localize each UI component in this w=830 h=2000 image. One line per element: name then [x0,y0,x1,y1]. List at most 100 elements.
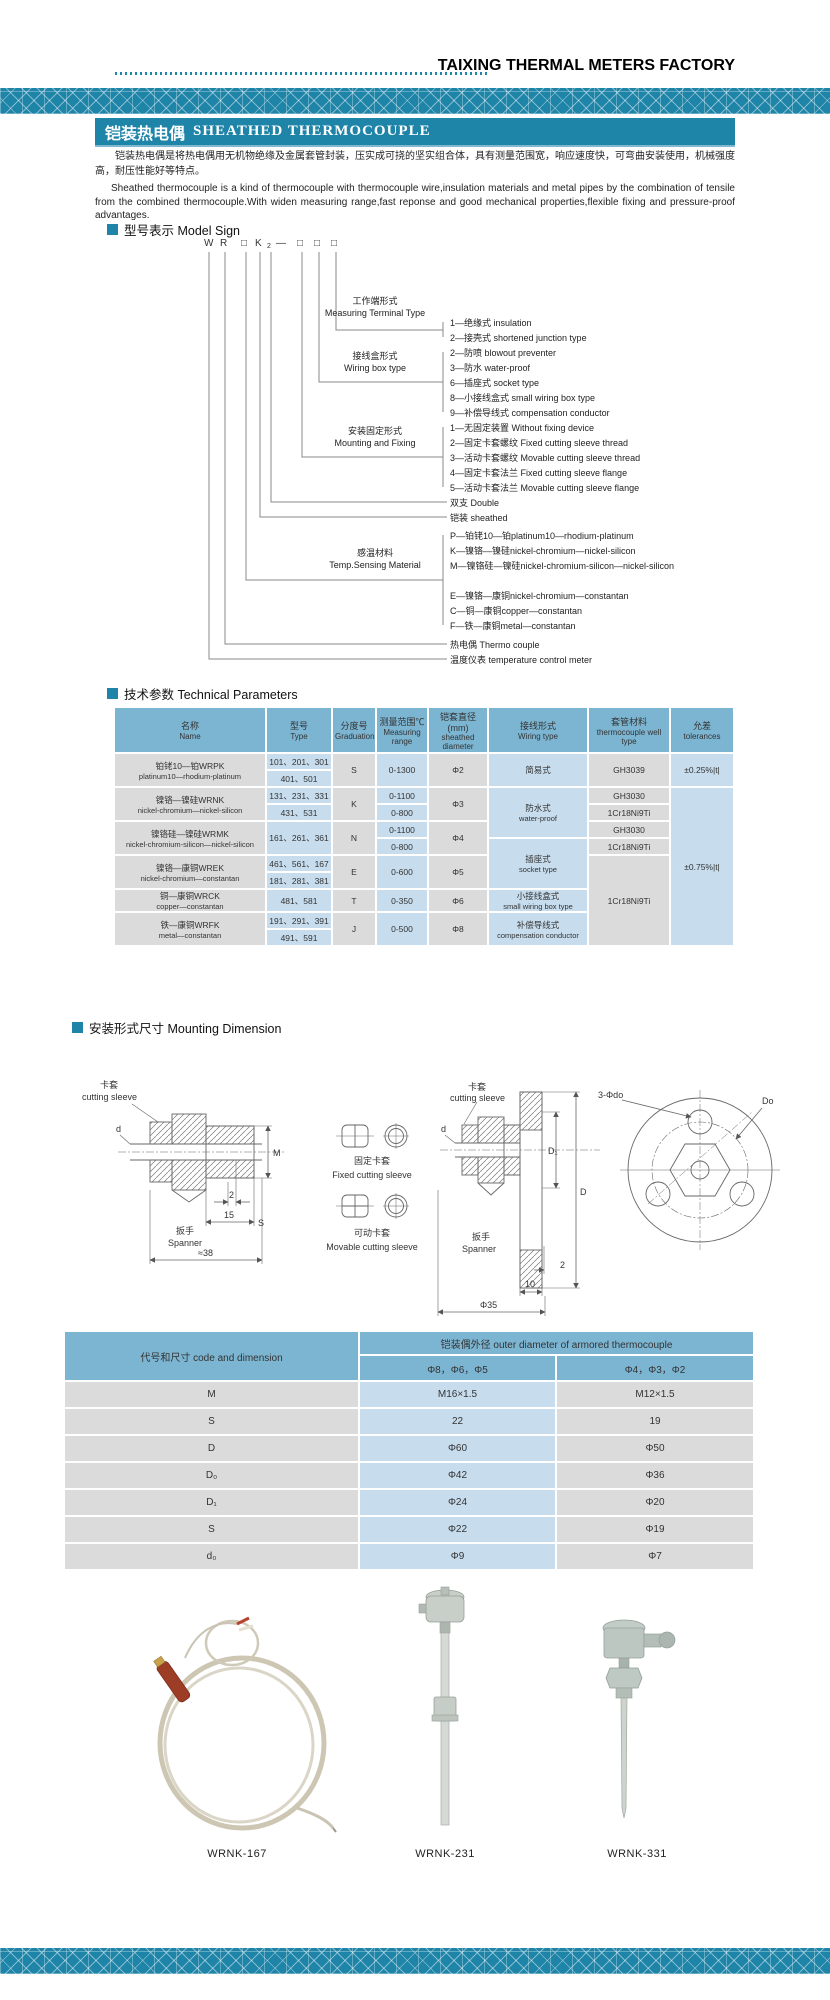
label-cutting-sleeve-zh: 卡套 [100,1079,118,1090]
code-char-sub2: 2 [267,243,271,250]
model-option: 双支 Double [450,498,500,508]
section-heading-text: 型号表示 Model Sign [124,224,241,238]
product-label: WRNK-231 [415,1848,475,1860]
group-title-mounting: 安装固定形式 Mounting and Fixing [334,426,416,448]
table-row: 181、281、381 [115,873,733,888]
model-option: K—镍铬—镍硅nickel-chromium—nickel-silicon [450,546,636,556]
model-option: F—铁—康铜metal—constantan [450,621,576,631]
model-option: E—镍铬—康铜nickel-chromium—constantan [450,591,629,601]
top-lattice-band [0,88,830,114]
table-row: D₁ Φ24 Φ20 [65,1490,754,1515]
model-option: 1—绝缘式 insulation [450,318,532,328]
code-char-k: K [255,238,262,249]
label-spanner-zh: 扳手 [176,1225,194,1236]
technical-parameters-table: 名称 Name 型号 Type 分度号 Graduation 测量范围℃ Measuri… [113,706,735,947]
table-row: D₀ Φ42 Φ36 [65,1463,754,1488]
code-char-dash: — [276,238,286,249]
dim-D1: D₁ [548,1146,558,1156]
label-spanner-en: Spanner [462,1244,496,1254]
dim-phi35: Φ35 [480,1300,497,1310]
section-heading-mounting: 安装形式尺寸 Mounting Dimension [72,1018,281,1037]
model-sign-diagram: W R □ K 2 — □ □ □ 工作端形式 Measuring Termin… [0,238,830,674]
section-bullet-icon [72,1022,83,1033]
section-heading-tech-params: 技术参数 Technical Parameters [107,684,298,703]
section-heading-text: 安装形式尺寸 Mounting Dimension [89,1022,282,1036]
drawing-sleeve-icons [336,1123,409,1219]
page-title: 铠装热电偶 SHEATHED THERMOCOUPLE [95,118,735,147]
model-option: 5—活动卡套法兰 Movable cutting sleeve flange [450,483,640,493]
section-bullet-icon [107,688,118,699]
intro-block: 铠装热电偶是将热电偶用无机物绝缘及金属套管封装，压实成可挠的坚实组合体，具有测量… [95,149,735,223]
product-photo-wrnk-331 [602,1619,676,1819]
table-row: 镍铬—镍硅WRNK nickel-chromium—nickel-silicon … [115,788,733,945]
table-header-row: Φ8，Φ6，Φ5 Φ4，Φ3，Φ2 [65,1356,754,1380]
model-sign-connector-lines [208,252,447,660]
table-row: 铁—康铜WRFK metal—constantan 191、291、391 J 0… [115,913,733,945]
table-row: 431、531 0-800 1Cr18Ni9Ti [115,805,733,820]
model-option: C—铜—康铜copper—constantan [450,606,583,616]
label-cutting-sleeve-en: cutting sleeve [82,1092,137,1102]
label-cutting-sleeve-en: cutting sleeve [450,1093,505,1103]
intro-en: Sheathed thermocouple is a kind of therm… [95,183,735,221]
intro-zh: 铠装热电偶是将热电偶用无机物绝缘及金属套管封装，压实成可挠的坚实组合体，具有测量… [95,151,735,177]
label-spanner-en: Spanner [168,1238,202,1248]
table-row: D Φ60 Φ50 [65,1436,754,1461]
table-row: M M16×1.5 M12×1.5 [65,1382,754,1407]
mounting-dimension-drawings: 卡套 cutting sleeve d M 2 15 S 扳手 Spanner … [82,1079,780,1316]
dim-M: M [273,1148,281,1158]
label-cutting-sleeve-zh: 卡套 [468,1081,486,1092]
page-title-zh: 铠装热电偶 [105,125,186,143]
dimension-table: 代号和尺寸 code and dimension 铠装偶外径 outer dia… [63,1330,755,1571]
product-photo-wrnk-231 [418,1586,465,1826]
drawing-flange-face [620,1090,780,1250]
model-option: 铠装 sheathed [450,513,508,523]
table-row: 铂铑10—铂WRPK platinum10—rhodium-platinum 10… [115,754,733,786]
label-fixed-sleeve-en: Fixed cutting sleeve [332,1170,412,1180]
code-char-box-terminal: □ [331,238,338,249]
section-heading-text: 技术参数 Technical Parameters [124,688,298,702]
code-char-w: W [204,238,214,249]
table-row: 镍铬—康铜WREK nickel-chromium—constantan 461、… [115,856,733,945]
section-bullet-icon [107,224,118,235]
dim-bolt-holes: 3-Φdo [598,1090,623,1100]
drawing-flange-section [437,1091,600,1316]
code-char-box-mounting: □ [297,238,304,249]
product-label: WRNK-167 [207,1848,267,1860]
model-option: 6—插座式 socket type [450,378,540,388]
dim-2: 2 [560,1260,565,1270]
label-movable-sleeve-en: Movable cutting sleeve [326,1242,418,1252]
drawing-thread-fitting [118,1103,285,1264]
table-row: d₀ Φ9 Φ7 [65,1544,754,1569]
dim-D: D [580,1187,587,1197]
dim-2: 2 [229,1190,234,1200]
section-heading-model-sign: 型号表示 Model Sign [107,220,240,239]
model-option: 2—接壳式 shortened junction type [450,333,587,343]
dim-approx-38: ≈38 [198,1248,213,1258]
model-option: P—铂铑10—铂platinum10—rhodium-platinum [450,531,634,541]
model-option: 2—防喷 blowout preventer [450,348,557,358]
label-movable-sleeve-zh: 可动卡套 [354,1227,390,1238]
page-title-en: SHEATHED THERMOCOUPLE [193,123,431,139]
model-option: 热电偶 Thermo couple [450,640,540,650]
model-option: 1—无固定装置 Without fixing device [450,423,595,433]
model-option: M—镍铬硅—镍硅nickel-chromium-silicon—nickel-s… [450,561,675,571]
dim-d: d [116,1124,121,1134]
label-spanner-zh: 扳手 [472,1231,490,1242]
group-title-terminal: 工作端形式 Measuring Terminal Type [324,296,426,318]
model-option: 温度仪表 temperature control meter [450,655,593,665]
dim-15: 15 [224,1210,234,1220]
model-option: 3—活动卡套螺纹 Movable cutting sleeve thread [450,453,641,463]
group-title-material: 感温材料 Temp.Sensing Material [329,548,421,570]
dim-S: S [258,1218,264,1228]
model-option: 9—补偿导线式 compensation conductor [450,408,610,418]
dim-10: 10 [525,1279,535,1289]
code-char-box-material: □ [241,238,248,249]
bottom-lattice-band [0,1948,830,1974]
table-header-row: 名称 Name 型号 Type 分度号 Graduation 测量范围℃ Measuri… [115,708,733,752]
model-option: 8—小接线盒式 small wiring box type [450,393,596,403]
table-row: 镍铬硅—镍硅WRMK nickel-chromium-silicon—nickel… [115,822,733,854]
table-row: S 22 19 [65,1409,754,1434]
table-row: 491、591 [115,930,733,945]
group-title-wiring-box: 接线盒形式 Wiring box type [343,351,407,373]
